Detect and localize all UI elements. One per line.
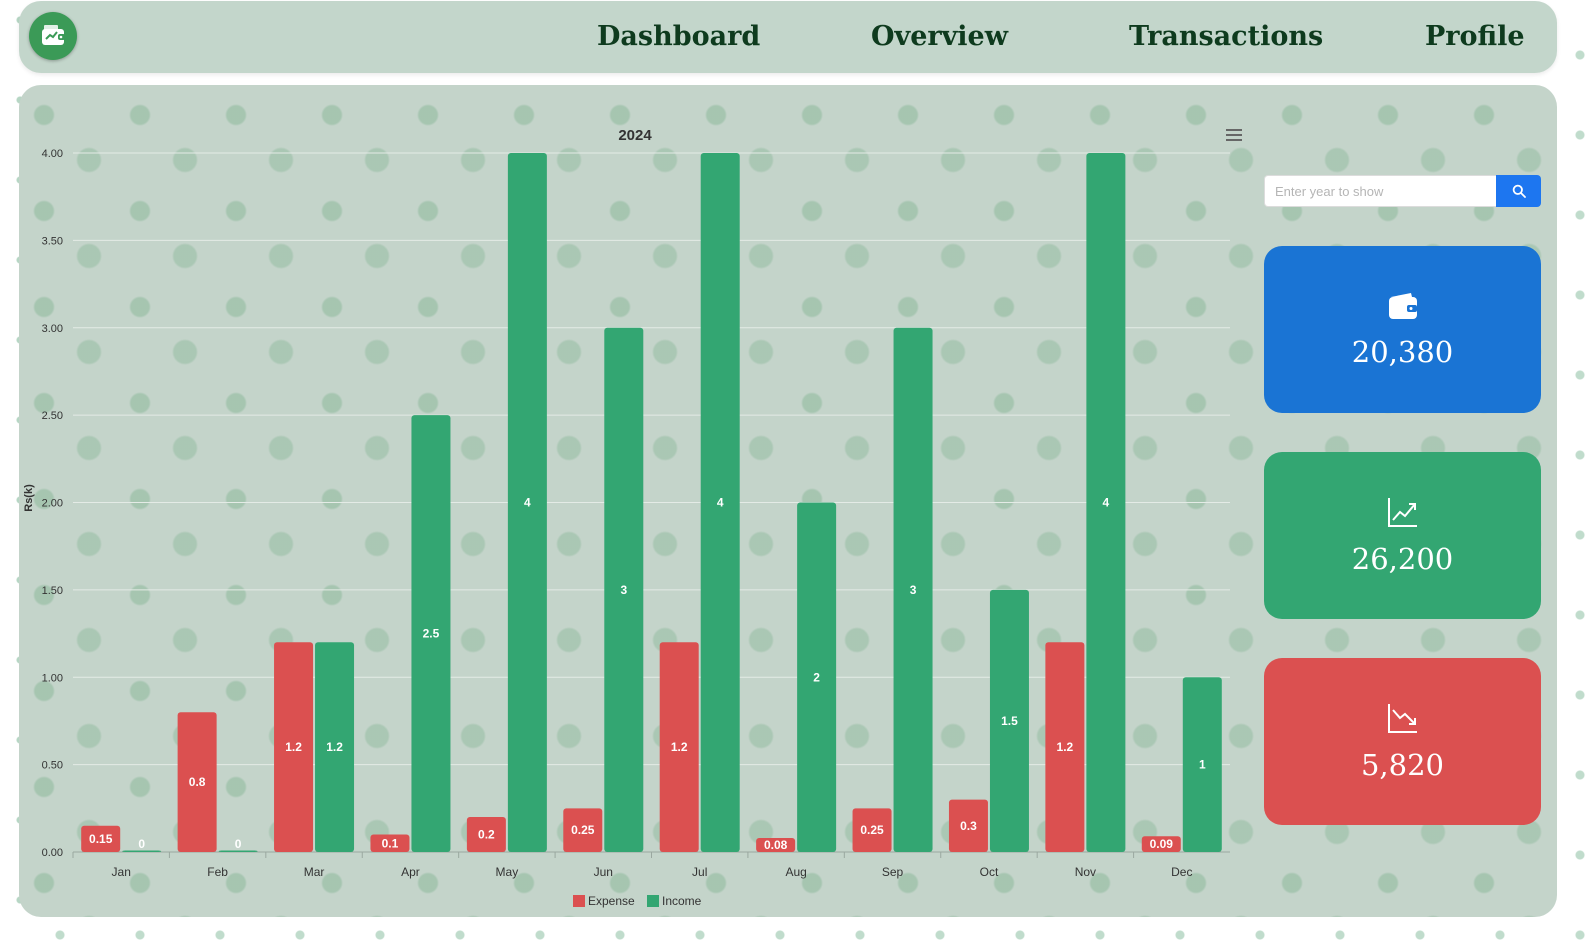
bar-expense-dec[interactable] [1141, 836, 1181, 852]
legend-label-expense[interactable]: Expense [588, 894, 635, 908]
data-label-income-jun: 3 [620, 583, 627, 597]
main-panel: 0.00 0.50 1.00 1.50 2.00 2.50 3.00 3.50 4.00 Jan 0… [19, 85, 1557, 917]
y-tick-label: 2.50 [42, 410, 63, 422]
nav-profile[interactable]: Profile [1425, 21, 1525, 52]
trending-up-icon [1387, 497, 1417, 527]
bar-income-may[interactable] [507, 153, 547, 852]
data-label-expense-aug: 0.08 [764, 838, 788, 852]
bar-income-dec[interactable] [1182, 677, 1222, 852]
data-label-expense-may: 0.2 [478, 828, 495, 842]
trending-down-icon [1387, 703, 1417, 733]
data-label-income-apr: 2.5 [423, 627, 440, 641]
data-label-income-aug: 2 [813, 670, 820, 684]
wallet-icon [1388, 292, 1417, 319]
bar-income-jul[interactable] [700, 153, 740, 852]
expense-card: 5,820 [1264, 658, 1541, 825]
bar-expense-apr[interactable] [370, 834, 410, 852]
data-label-expense-jan: 0.15 [89, 832, 113, 846]
bar-expense-jul[interactable] [659, 642, 699, 852]
year-search-input[interactable] [1264, 175, 1496, 207]
x-tick-label-feb: Feb [207, 865, 228, 879]
bar-expense-jun[interactable] [563, 808, 603, 852]
bar-income-sep[interactable] [893, 327, 933, 852]
bar-expense-may[interactable] [466, 817, 506, 852]
data-label-expense-jun: 0.25 [571, 823, 595, 837]
income-expense-bar-chart: 0.000.501.001.502.002.503.003.504.00Jan0… [23, 127, 1242, 908]
bar-income-apr[interactable] [411, 415, 451, 852]
bar-income-feb[interactable] [218, 850, 258, 853]
x-tick-label-dec: Dec [1171, 865, 1192, 879]
bar-expense-mar[interactable] [274, 642, 314, 852]
data-label-expense-jul: 1.2 [671, 740, 688, 754]
bar-expense-oct[interactable] [948, 799, 988, 852]
data-label-income-oct: 1.5 [1001, 714, 1018, 728]
data-label-expense-mar: 1.2 [285, 740, 302, 754]
data-label-income-sep: 3 [910, 583, 917, 597]
app-logo[interactable] [29, 12, 77, 60]
legend-swatch-expense[interactable] [573, 895, 585, 907]
bar-income-oct[interactable] [989, 589, 1029, 852]
data-label-income-nov: 4 [1103, 496, 1110, 510]
data-label-expense-dec: 0.09 [1150, 837, 1174, 851]
y-axis-label: Rs(k) [23, 484, 35, 512]
data-label-expense-sep: 0.25 [860, 823, 884, 837]
bar-expense-feb[interactable] [177, 712, 217, 852]
x-tick-label-oct: Oct [980, 865, 999, 879]
y-tick-label: 3.50 [42, 235, 63, 247]
bar-expense-aug[interactable] [756, 838, 796, 852]
year-search [1264, 175, 1541, 207]
data-label-income-feb: 0 [235, 837, 242, 851]
bar-expense-jan[interactable] [81, 825, 121, 852]
bar-expense-sep[interactable] [852, 808, 892, 852]
nav-dashboard[interactable]: Dashboard [597, 21, 761, 52]
chart-legend: Expense Income [573, 894, 702, 908]
data-label-income-may: 4 [524, 496, 531, 510]
y-tick-label: 2.00 [42, 498, 63, 510]
income-card: 26,200 [1264, 452, 1541, 619]
y-tick-label: 1.50 [42, 585, 63, 597]
data-label-expense-apr: 0.1 [382, 836, 399, 850]
search-icon [1512, 184, 1526, 198]
nav-overview[interactable]: Overview [871, 21, 1008, 52]
x-tick-label-sep: Sep [882, 865, 904, 879]
y-tick-label: 4.00 [42, 148, 63, 160]
data-label-income-dec: 1 [1199, 758, 1206, 772]
bar-income-nov[interactable] [1086, 153, 1126, 852]
data-label-income-mar: 1.2 [326, 740, 343, 754]
x-tick-label-may: May [496, 865, 519, 879]
y-tick-label: 0.00 [42, 847, 63, 859]
bar-income-jan[interactable] [122, 850, 162, 853]
y-tick-label: 1.00 [42, 672, 63, 684]
income-value: 26,200 [1351, 541, 1454, 576]
y-tick-label: 0.50 [42, 760, 63, 772]
x-tick-label-aug: Aug [785, 865, 806, 879]
wallet-logo-icon [42, 25, 65, 45]
x-tick-label-mar: Mar [304, 865, 325, 879]
balance-value: 20,380 [1351, 334, 1454, 369]
x-tick-label-apr: Apr [401, 865, 420, 879]
x-tick-label-jun: Jun [594, 865, 613, 879]
chart-menu-icon[interactable] [1226, 129, 1242, 141]
legend-label-income[interactable]: Income [662, 894, 702, 908]
data-label-expense-nov: 1.2 [1057, 740, 1074, 754]
x-tick-label-jul: Jul [692, 865, 707, 879]
top-navbar: Dashboard Overview Transactions Profile [19, 1, 1557, 73]
legend-swatch-income[interactable] [647, 895, 659, 907]
bar-income-aug[interactable] [797, 502, 837, 853]
search-button[interactable] [1496, 175, 1541, 207]
bar-income-mar[interactable] [315, 642, 355, 852]
data-label-income-jul: 4 [717, 496, 724, 510]
nav-transactions[interactable]: Transactions [1129, 21, 1324, 52]
data-label-expense-oct: 0.3 [960, 819, 977, 833]
bar-expense-nov[interactable] [1045, 642, 1085, 852]
balance-card: 20,380 [1264, 246, 1541, 413]
data-label-expense-feb: 0.8 [189, 775, 206, 789]
bar-income-jun[interactable] [604, 327, 644, 852]
data-label-income-jan: 0 [138, 837, 145, 851]
x-tick-label-nov: Nov [1075, 865, 1096, 879]
expense-value: 5,820 [1360, 747, 1445, 782]
y-tick-label: 3.00 [42, 323, 63, 335]
chart-title: 2024 [618, 127, 652, 144]
x-tick-label-jan: Jan [112, 865, 131, 879]
